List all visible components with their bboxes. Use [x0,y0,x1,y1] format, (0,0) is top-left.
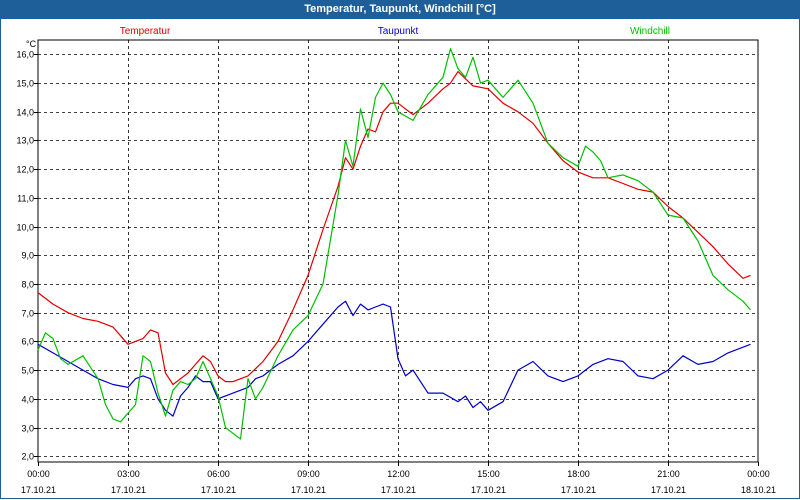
y-tick-label: 4,0 [21,395,34,405]
legend-entry-windchill: Windchill [630,26,670,37]
y-tick-label: 8,0 [21,280,34,290]
x-tick-time: 18:00 [567,469,590,479]
y-tick-label: 13,0 [16,136,34,146]
x-tick-time: 09:00 [297,469,320,479]
x-tick-date: 17.10.21 [381,485,416,495]
legend-entry-temperatur: Temperatur [120,26,171,37]
x-tick-time: 06:00 [207,469,230,479]
x-tick-time: 21:00 [657,469,680,479]
x-tick-time: 00:00 [747,469,770,479]
chart-title: Temperatur, Taupunkt, Windchill [°C] [304,3,496,15]
x-tick-date: 17.10.21 [21,485,56,495]
y-axis-label: °C [26,39,37,49]
legend: Temperatur Taupunkt Windchill [120,26,670,37]
y-tick-label: 6,0 [21,337,34,347]
series-line-taupunkt [37,300,751,417]
y-tick-label: 3,0 [21,424,34,434]
y-tick-label: 12,0 [16,165,34,175]
x-tick-date: 17.10.21 [111,485,146,495]
x-tick-date: 18.10.21 [741,485,776,495]
y-axis-ticks: 2,0 3,0 4,0 5,0 6,0 7,0 8,0 9,0 10,0 11,0 12,0 13,0… [16,50,38,462]
x-tick-time: 00:00 [27,469,50,479]
y-tick-label: 9,0 [21,251,34,261]
x-axis-ticks: 00:00 17.10.21 03:00 17.10.21 06:00 17.10.21 0… [21,462,776,495]
x-tick-date: 17.10.21 [651,485,686,495]
y-tick-label: 2,0 [21,452,34,462]
x-tick-date: 17.10.21 [201,485,236,495]
x-tick-date: 17.10.21 [471,485,506,495]
series-line-temperatur [37,70,751,386]
y-tick-label: 15,0 [16,79,34,89]
x-tick-date: 17.10.21 [291,485,326,495]
y-tick-label: 16,0 [16,50,34,60]
series-line-windchill [37,47,751,440]
chart-title-bar: Temperatur, Taupunkt, Windchill [°C] [0,0,800,19]
y-tick-label: 5,0 [21,366,34,376]
grid [37,39,759,463]
y-tick-label: 7,0 [21,309,34,319]
x-tick-time: 12:00 [387,469,410,479]
legend-entry-taupunkt: Taupunkt [378,26,419,37]
series-lines [37,47,751,440]
y-tick-label: 11,0 [17,194,34,204]
x-tick-time: 03:00 [117,469,140,479]
x-tick-date: 17.10.21 [561,485,596,495]
y-tick-label: 14,0 [16,108,34,118]
x-tick-time: 15:00 [477,469,500,479]
y-tick-label: 10,0 [16,223,34,233]
